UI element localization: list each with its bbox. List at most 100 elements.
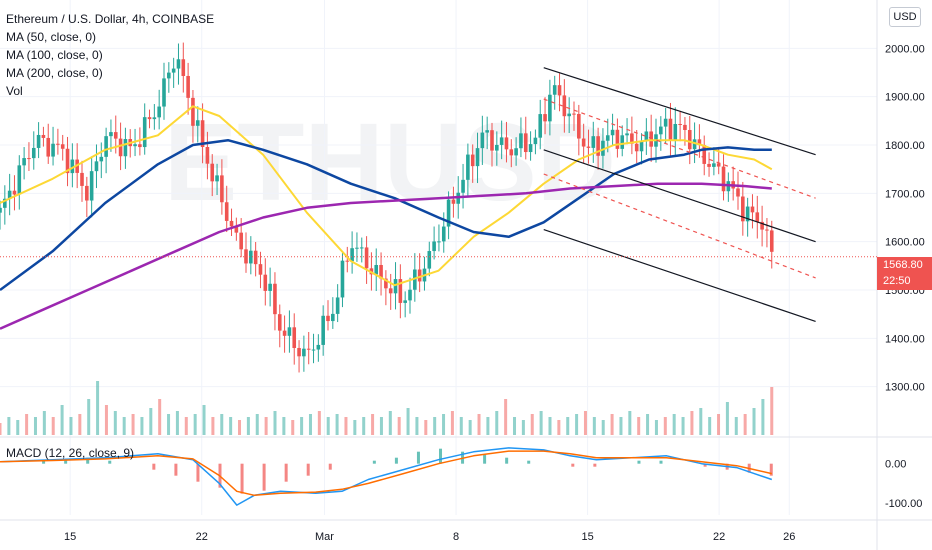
x-tick-label: 22 (196, 531, 208, 543)
volume-bar (442, 414, 446, 435)
candle-body (625, 133, 629, 136)
candle-body (277, 314, 282, 331)
candle-body (200, 120, 205, 147)
candle-body (490, 130, 494, 151)
ma100-legend: MA (100, close, 0) (6, 48, 103, 62)
candle-body (678, 124, 682, 126)
macd-signal-line (0, 450, 772, 497)
candle-body (668, 118, 673, 141)
volume-bar (51, 417, 55, 435)
y-tick-label: 1600.00 (885, 237, 925, 249)
candle-body (548, 94, 552, 122)
macd-histogram-bar (328, 463, 332, 470)
volume-bar (495, 411, 499, 435)
volume-bar (353, 420, 357, 435)
candle-body (350, 248, 354, 262)
macd-histogram-bar (659, 460, 663, 464)
candle-body (562, 95, 567, 117)
volume-bar (25, 414, 29, 435)
macd-histogram-bar (196, 463, 200, 482)
candle-body (113, 132, 118, 139)
macd-histogram-bar (284, 463, 288, 482)
candle-body (12, 190, 17, 195)
candle-body (335, 297, 340, 314)
volume-bar (229, 417, 233, 435)
volume-bar (397, 417, 401, 435)
volume-bar (42, 411, 46, 435)
macd-histogram-bar (240, 463, 244, 494)
candle-body (750, 206, 755, 213)
candle-body (104, 136, 108, 157)
candle-body (408, 289, 412, 301)
y-tick-label: 2000.00 (885, 43, 925, 55)
candle-body (523, 133, 528, 153)
candle-body (451, 199, 456, 204)
candle-body (634, 143, 639, 152)
candle-body (605, 135, 610, 141)
x-tick-label: 8 (453, 531, 459, 543)
volume-bar (646, 414, 650, 435)
y-tick-label: 1400.00 (885, 333, 925, 345)
candle-body (683, 124, 687, 130)
macd-histogram-bar (593, 463, 597, 467)
candle-body (311, 349, 316, 351)
volume-bar (761, 399, 765, 435)
candle-body (630, 133, 634, 144)
candle-body (46, 137, 51, 157)
candle-body (620, 135, 625, 149)
volume-bar (699, 408, 703, 435)
volume-bar (663, 417, 667, 435)
candle-body (765, 229, 769, 231)
volume-bar (167, 414, 171, 435)
candle-body (577, 113, 581, 139)
candle-body (205, 146, 210, 164)
volume-bar (308, 414, 312, 435)
volume-bar (459, 417, 463, 435)
macd-histogram-bar (42, 460, 46, 464)
candle-body (417, 269, 422, 282)
candle-body (745, 206, 750, 222)
volume-bar (406, 408, 410, 435)
volume-bar (592, 417, 596, 435)
volume-bar (131, 414, 135, 435)
macd-histogram-bar (483, 454, 487, 464)
volume-bar (282, 417, 286, 435)
candle-body (263, 274, 268, 291)
volume-bar (300, 417, 304, 435)
ma50-legend: MA (50, close, 0) (6, 30, 97, 44)
volume-bar (477, 414, 481, 435)
volume-bar (255, 414, 259, 435)
candle-body (27, 158, 31, 160)
macd-histogram-bar (439, 448, 443, 464)
volume-bar (326, 417, 330, 435)
candle-body (355, 247, 359, 249)
currency-button[interactable]: USD (889, 7, 921, 27)
candle-body (65, 148, 70, 174)
candle-body (485, 130, 489, 133)
volume-bar (672, 414, 676, 435)
candle-body (374, 264, 379, 275)
ma50-line (0, 105, 773, 287)
candle-body (253, 250, 258, 265)
candle-body (475, 148, 480, 167)
candle-body (210, 163, 215, 182)
x-tick-label: 15 (64, 531, 76, 543)
candle-body (234, 226, 239, 233)
candle-body (707, 163, 711, 167)
candle-body (167, 72, 171, 79)
x-tick-label: 22 (713, 531, 725, 543)
volume-bar (33, 417, 37, 435)
candle-body (697, 139, 702, 146)
candle-body (3, 198, 7, 208)
candle-body (610, 129, 615, 136)
candle-body (480, 132, 485, 149)
macd-histogram-bar (505, 457, 509, 464)
volume-bar (628, 411, 632, 435)
candle-body (89, 171, 94, 201)
x-tick-label: 15 (581, 531, 593, 543)
candle-body (413, 269, 417, 290)
volume-bar (734, 417, 738, 435)
candle-body (591, 136, 596, 148)
macd-histogram-bar (86, 457, 90, 464)
